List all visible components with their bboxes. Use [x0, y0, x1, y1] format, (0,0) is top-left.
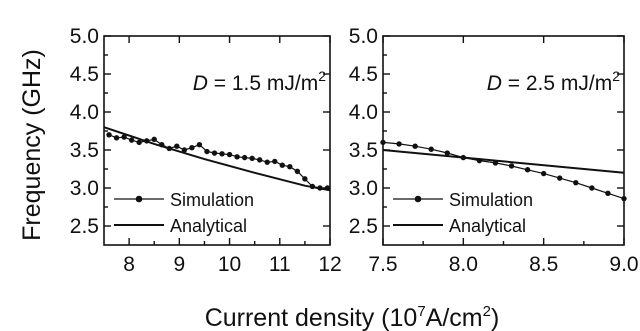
y-tick-label: 5.0: [349, 25, 378, 48]
simulation-point: [113, 135, 120, 141]
simulation-point: [508, 163, 515, 169]
legend-simulation-marker: [414, 195, 422, 203]
annotation-symbol: D: [487, 72, 502, 95]
simulation-point: [589, 185, 595, 191]
x-axis-title-exp: 7: [417, 303, 425, 320]
analytical-series-line: [382, 149, 625, 174]
simulation-point: [540, 170, 547, 177]
right-panel: 7.5 8.0 8.5 9.0 2.5 3.0 3.5 4.0 4.5 5.0 D = 2.5 mJ…: [349, 25, 639, 276]
annotation-value: = 2.5 mJ/m: [502, 72, 612, 95]
legend-simulation-label: Simulation: [449, 190, 533, 210]
simulation-point: [264, 159, 270, 165]
simulation-point: [294, 168, 301, 174]
simulation-point: [151, 136, 157, 143]
y-tick-label: 3.5: [70, 139, 99, 162]
plot-frame: [382, 35, 625, 246]
simulation-point: [557, 175, 563, 181]
simulation-point: [256, 157, 263, 163]
x-tick-label: 8.5: [529, 253, 558, 276]
plot-frame: [103, 35, 331, 246]
simulation-point: [234, 154, 240, 160]
legend-analytical-label: Analytical: [170, 216, 247, 236]
annotation-superscript: 2: [318, 68, 326, 84]
analytical-series-line: [103, 126, 331, 192]
x-axis-title-exp2: 2: [483, 303, 491, 320]
y-tick-label: 5.0: [70, 25, 99, 48]
simulation-point: [204, 148, 210, 155]
y-tick-label: 4.5: [349, 63, 378, 86]
x-tick-label: 8: [123, 253, 135, 276]
y-axis-title: Frequency (GHz): [18, 49, 46, 241]
simulation-point: [287, 164, 293, 170]
x-tick-label: 11: [269, 253, 291, 276]
y-tick-label: 2.5: [349, 215, 378, 238]
left-panel: 8 9 10 11 12 2.5 3.0 3.5 4.0 4.5 5.0 D = 1.5 mJ/m2 S…: [70, 25, 342, 276]
x-tick-label: 12: [318, 253, 341, 276]
annotation-value: = 1.5 mJ/m: [208, 72, 318, 95]
annotation-symbol: D: [193, 72, 208, 95]
simulation-point: [605, 190, 611, 197]
y-tick-label: 4.0: [70, 101, 99, 124]
simulation-point: [524, 167, 531, 173]
y-tick-label: 3.0: [70, 177, 99, 200]
legend-simulation-label: Simulation: [170, 190, 254, 210]
simulation-point: [219, 151, 225, 157]
legend-simulation-marker: [135, 195, 143, 203]
simulation-point: [106, 132, 112, 138]
simulation-point: [396, 141, 402, 147]
x-axis-title: Current density (107A/cm2): [205, 303, 500, 331]
annotation-superscript: 2: [612, 68, 620, 84]
x-tick-label: 7.5: [368, 253, 397, 276]
x-axis-title-close: ): [491, 304, 499, 331]
simulation-point: [412, 143, 418, 149]
simulation-point: [181, 147, 188, 153]
simulation-point: [573, 179, 579, 186]
x-axis-title-unit: A/cm: [426, 304, 483, 331]
simulation-point: [196, 141, 203, 148]
y-tick-label: 3.0: [349, 177, 378, 200]
legend-analytical-label: Analytical: [449, 216, 526, 236]
y-tick-label: 3.5: [349, 139, 378, 162]
x-tick-label: 9: [173, 253, 185, 276]
y-tick-label: 2.5: [70, 215, 99, 238]
simulation-point: [121, 134, 127, 140]
simulation-point: [174, 143, 180, 149]
simulation-point: [128, 137, 135, 143]
x-tick-label: 10: [218, 253, 241, 276]
y-tick-label: 4.5: [70, 63, 99, 86]
x-tick-label: 9.0: [609, 253, 638, 276]
simulation-point: [272, 158, 278, 165]
y-tick-label: 4.0: [349, 101, 378, 124]
d-annotation: D = 1.5 mJ/m2: [193, 68, 326, 95]
x-tick-label: 8.0: [449, 253, 478, 276]
simulation-point: [302, 176, 308, 182]
simulation-point: [249, 155, 255, 162]
simulation-point: [241, 154, 248, 161]
simulation-point: [428, 146, 434, 152]
simulation-point: [380, 139, 386, 146]
simulation-point: [189, 145, 195, 151]
simulation-series-line: [382, 141, 625, 200]
simulation-point: [621, 195, 627, 202]
x-axis-title-main: Current density (10: [205, 304, 418, 331]
simulation-point: [136, 139, 142, 146]
simulation-point: [211, 150, 218, 156]
d-annotation: D = 2.5 mJ/m2: [487, 68, 620, 95]
simulation-point: [226, 151, 233, 158]
simulation-point: [279, 162, 285, 168]
simulation-point: [444, 150, 450, 156]
